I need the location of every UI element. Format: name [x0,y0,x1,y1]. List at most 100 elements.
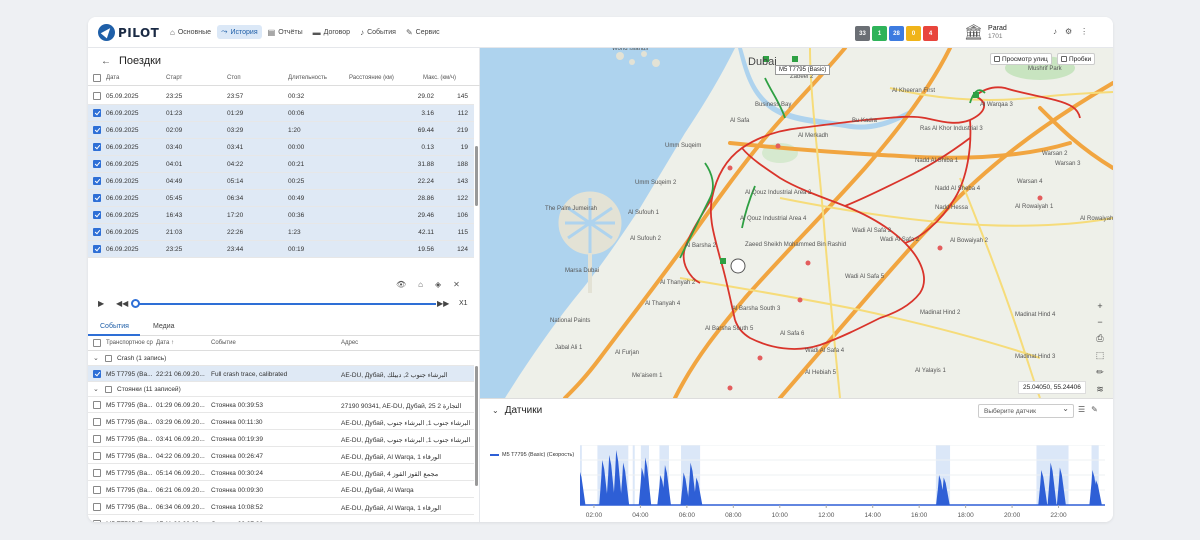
trip-row[interactable]: 05.09.2025 23:25 23:57 00:32 29.02 145 [88,88,474,105]
nav-item-3[interactable]: ▬ Договор [309,25,354,39]
row-checkbox[interactable] [93,435,101,443]
list-icon[interactable]: ☰ [1078,405,1086,414]
event-row[interactable]: M5 T7795 (Ba... 03:29 06.09.20... Стоянка … [88,414,474,430]
ruler-icon[interactable]: ✏ [1096,367,1104,377]
event-row[interactable]: M5 T7795 (Ba... 01:29 06.09.20... Стоянка … [88,397,474,413]
trip-row[interactable]: 06.09.2025 21:03 22:26 1:23 42.11 115 [88,224,474,241]
col-stop[interactable]: Стоп [227,75,241,81]
map-canvas[interactable] [480,48,1113,398]
event-row[interactable]: M5 T7795 (Ba...17:11 06.09.20... Стоянка … [88,516,474,522]
chart-legend[interactable]: M5 T7795 (Basic) (Скорость) [490,452,574,458]
row-checkbox[interactable] [93,370,101,378]
event-row[interactable]: M5 T7795 (Ba... 05:14 06.09.20... Стоянка … [88,465,474,481]
timeline-knob[interactable] [131,299,140,308]
nav-item-4[interactable]: ♪ События [356,25,400,39]
tab-media[interactable]: Медиа [153,323,175,330]
select-area-icon[interactable]: ⬚ [1095,350,1105,360]
trip-row[interactable]: 06.09.2025 01:23 01:29 00:06 3.16 112 [88,105,474,122]
event-row[interactable]: M5 T7795 (Ba... 06:34 06.09.20... Стоянка … [88,499,474,515]
row-checkbox[interactable] [93,469,101,477]
chevron-down-icon[interactable]: ⌄ [93,355,99,362]
vehicle-label[interactable]: M5 T7795 (Basic) [775,65,831,75]
trip-row[interactable]: 06.09.2025 16:43 17:20 00:36 29.46 106 [88,207,474,224]
map[interactable]: Dubai World Islands Zabeel 2 Mushrif Park Bu… [480,48,1113,398]
trip-row[interactable]: 06.09.2025 04:01 04:22 00:21 31.88 188 [88,156,474,173]
tab-events[interactable]: События [100,323,129,330]
col-event-date[interactable]: Дата ↑ [156,340,174,346]
row-checkbox[interactable] [93,92,101,100]
sensors-header[interactable]: ⌄ Датчики [492,405,542,416]
row-checkbox[interactable] [93,160,101,168]
street-view-checkbox[interactable] [994,56,1000,62]
status-badge[interactable]: 33 [855,26,870,41]
row-checkbox[interactable] [93,401,101,409]
timeline-track[interactable] [134,303,436,305]
group-stops[interactable]: ⌄ Стоянки (11 записей) [88,382,474,397]
traffic-checkbox[interactable] [1061,56,1067,62]
row-checkbox[interactable] [93,177,101,185]
nav-item-2[interactable]: ▤ Отчёты [264,25,307,39]
select-all-checkbox[interactable] [93,74,101,82]
events-select-all-checkbox[interactable] [93,339,101,347]
nav-item-1[interactable]: ⤳ История [217,25,262,39]
speed-chart[interactable]: 02:00 04:00 06:00 08:00 10:00 12:00 14:00 16:00… [580,445,1105,522]
col-event[interactable]: Событие [211,340,236,346]
close-icon[interactable]: ✕ [453,280,460,289]
play-icon[interactable]: ▶ [98,299,105,308]
group-crash[interactable]: ⌄ Crash (1 запись) [88,351,474,366]
logo[interactable]: PILOT [98,24,159,41]
print-icon[interactable]: ⎙ [1096,333,1104,343]
brush-icon[interactable]: ✎ [1091,405,1098,414]
row-checkbox[interactable] [93,452,101,460]
nav-item-5[interactable]: ✎ Сервис [402,25,444,39]
trip-row[interactable]: 06.09.2025 05:45 06:34 00:49 28.86 122 [88,190,474,207]
row-checkbox[interactable] [93,503,101,511]
eye-icon[interactable]: 👁 [396,280,407,289]
sensor-select[interactable]: Выберите датчик [978,404,1074,418]
col-date[interactable]: Дата [106,75,120,81]
user-menu[interactable]: 🏛 Parad 1701 [964,23,1007,41]
zoom-out-icon[interactable]: − [1097,317,1103,327]
col-start[interactable]: Старт [166,75,183,81]
trip-row[interactable]: 06.09.2025 03:40 03:41 00:00 0.13 19 [88,139,474,156]
row-checkbox[interactable] [93,486,101,494]
nav-item-0[interactable]: ⌂ Основные [166,25,215,39]
current-position-marker[interactable] [730,258,746,274]
street-view-toggle[interactable]: Просмотр улиц [990,53,1052,65]
col-distance[interactable]: Расстояние (км) [349,75,394,81]
row-checkbox[interactable] [93,143,101,151]
event-row[interactable]: M5 T7795 (Ba... 06:21 06.09.20... Стоянка … [88,482,474,498]
event-row[interactable]: M5 T7795 (Ba... 03:41 06.09.20... Стоянка … [88,431,474,447]
event-row[interactable]: M5 T7795 (Ba... 04:22 06.09.20... Стоянка … [88,448,474,464]
traffic-toggle[interactable]: Пробки [1057,53,1096,65]
more-vertical-icon[interactable]: ⋮ [1080,27,1089,36]
row-checkbox[interactable] [93,228,101,236]
status-badge[interactable]: 4 [923,26,938,41]
layers-icon[interactable]: ≋ [1096,384,1104,394]
events-scrollbar[interactable] [475,366,478,486]
gear-icon[interactable]: ⚙ [1065,27,1073,36]
group-checkbox[interactable] [105,386,112,393]
trip-row[interactable]: 06.09.2025 23:25 23:44 00:19 19.56 124 [88,241,474,258]
fast-forward-icon[interactable]: ▶▶ [437,299,450,308]
cube-icon[interactable]: ◈ [435,280,442,289]
col-duration[interactable]: Длительность [288,75,327,81]
row-checkbox[interactable] [93,211,101,219]
row-checkbox[interactable] [93,109,101,117]
trips-scrollbar[interactable] [475,146,478,206]
rewind-icon[interactable]: ◀◀ [116,299,129,308]
row-checkbox[interactable] [93,520,101,522]
back-arrow-icon[interactable]: ← [101,55,111,67]
status-badge[interactable]: 28 [889,26,904,41]
col-max-speed[interactable]: Макс. (км/ч) [423,75,456,81]
chevron-down-icon[interactable]: ⌄ [93,386,99,393]
row-checkbox[interactable] [93,194,101,202]
row-checkbox[interactable] [93,245,101,253]
trip-row[interactable]: 06.09.2025 04:49 05:14 00:25 22.24 143 [88,173,474,190]
chevron-down-icon[interactable]: ⌄ [492,406,499,415]
playback-speed[interactable]: X1 [459,300,468,307]
bell-icon[interactable]: ♪ [1053,27,1057,36]
trip-row[interactable]: 06.09.2025 02:09 03:29 1:20 69.44 219 [88,122,474,139]
home-icon[interactable]: ⌂ [418,280,423,289]
col-address[interactable]: Адрес [341,340,359,346]
